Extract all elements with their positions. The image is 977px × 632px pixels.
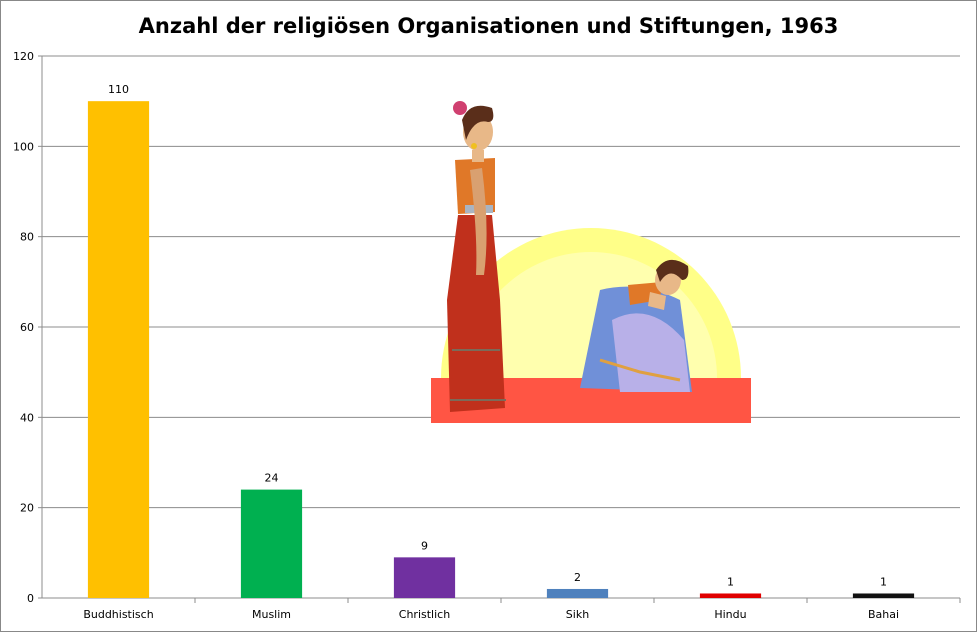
y-tick-label: 60 [20,321,34,334]
data-label: 110 [108,83,129,96]
kneeling-woman-figure [580,259,692,392]
y-tick-label: 120 [13,50,34,63]
chart-title: Anzahl der religiösen Organisationen und… [138,14,839,38]
thai-women-greeting-illustration [431,101,751,423]
data-labels-group: 110 24 9 2 1 1 [108,83,887,588]
y-tick-label: 40 [20,411,34,424]
y-tick-label: 80 [20,231,34,244]
bar [546,588,609,598]
bar [240,489,303,598]
data-label: 9 [421,539,428,552]
axes: 0 20 40 60 80 100 120 Buddhistisch Muslim Christl… [13,50,961,621]
data-label: 2 [574,571,581,584]
data-label: 24 [265,472,279,485]
y-tick-label: 100 [13,140,34,153]
x-category-label: Muslim [252,608,291,621]
bar [393,557,456,598]
x-category-label: Sikh [566,608,589,621]
y-tick-label: 20 [20,502,34,515]
bar [87,101,150,599]
x-category-label: Bahai [868,608,899,621]
bars-group [87,101,915,599]
data-label: 1 [727,575,734,588]
standing-woman-figure [447,101,506,412]
x-category-label: Hindu [714,608,746,621]
y-tick-label: 0 [27,592,34,605]
x-category-label: Buddhistisch [83,608,153,621]
bar [699,593,762,598]
x-category-label: Christlich [399,608,450,621]
data-label: 1 [880,575,887,588]
bar [852,593,915,598]
